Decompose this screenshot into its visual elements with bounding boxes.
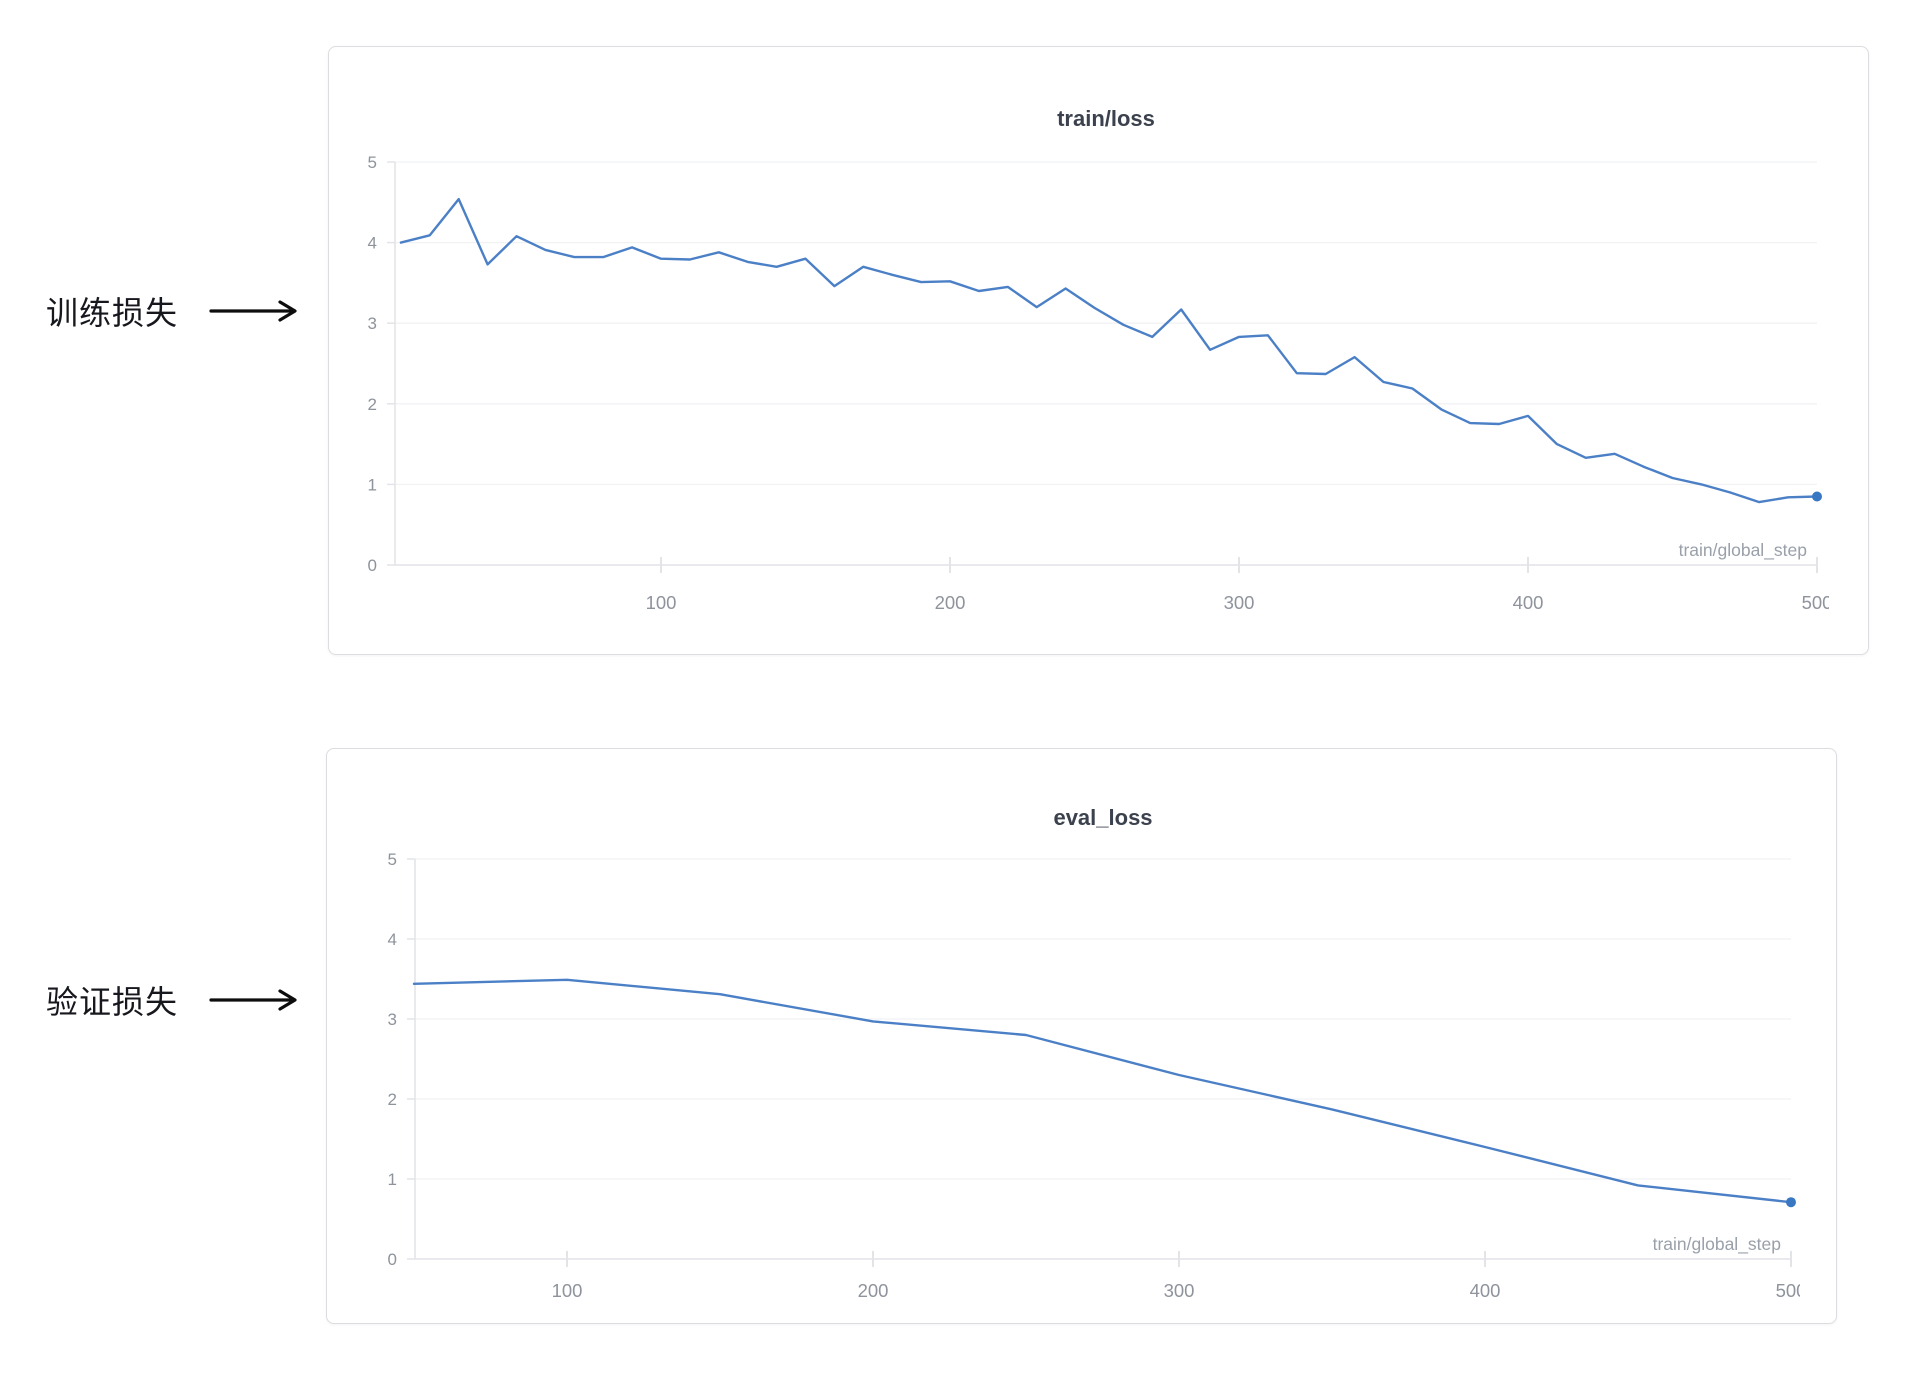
svg-text:0: 0 xyxy=(388,1250,397,1269)
svg-text:3: 3 xyxy=(388,1010,397,1029)
svg-text:0: 0 xyxy=(368,556,377,575)
annotation-train-loss: 训练损失 xyxy=(46,288,300,334)
svg-text:1: 1 xyxy=(368,475,377,494)
eval-loss-chart-card[interactable] xyxy=(326,748,1837,1324)
x-axis-label: train/global_step xyxy=(1653,1234,1781,1255)
annotation-train-loss-label: 训练损失 xyxy=(46,295,179,331)
svg-text:100: 100 xyxy=(552,1280,583,1301)
svg-text:200: 200 xyxy=(935,592,966,613)
eval-loss-plot: 0 1 2 3 4 5 100 200 300 400 500 train/global_step xyxy=(388,850,1807,1301)
x-axis-label: train/global_step xyxy=(1679,540,1807,561)
annotation-eval-loss: 验证损失 xyxy=(46,977,300,1023)
svg-text:500: 500 xyxy=(1802,592,1833,613)
arrow-right-icon xyxy=(209,989,297,1011)
svg-text:4: 4 xyxy=(368,234,377,253)
svg-text:300: 300 xyxy=(1164,1280,1195,1301)
svg-text:1: 1 xyxy=(388,1170,397,1189)
svg-text:5: 5 xyxy=(388,850,397,869)
loss-curve xyxy=(399,197,1819,504)
arrow-right-icon xyxy=(209,300,297,322)
svg-text:200: 200 xyxy=(858,1280,889,1301)
svg-text:400: 400 xyxy=(1513,592,1544,613)
svg-text:100: 100 xyxy=(646,592,677,613)
svg-text:2: 2 xyxy=(368,395,377,414)
last-point-dot xyxy=(1786,1197,1796,1208)
train-loss-chart-title: train/loss xyxy=(1057,106,1155,131)
last-point-dot xyxy=(1812,491,1822,502)
loss-curve xyxy=(412,978,1793,1204)
svg-text:400: 400 xyxy=(1470,1280,1501,1301)
svg-text:300: 300 xyxy=(1224,592,1255,613)
train-loss-plot: 0 1 2 3 4 5 100 200 300 400 500 train/global_step xyxy=(368,153,1833,613)
svg-text:500: 500 xyxy=(1776,1280,1807,1301)
annotation-eval-loss-label: 验证损失 xyxy=(46,984,179,1020)
train-loss-chart-card[interactable] xyxy=(328,46,1869,655)
eval-loss-chart-title: eval_loss xyxy=(1053,805,1153,830)
svg-text:2: 2 xyxy=(388,1090,397,1109)
svg-text:5: 5 xyxy=(368,153,377,172)
svg-text:3: 3 xyxy=(368,314,377,333)
svg-text:4: 4 xyxy=(388,930,397,949)
